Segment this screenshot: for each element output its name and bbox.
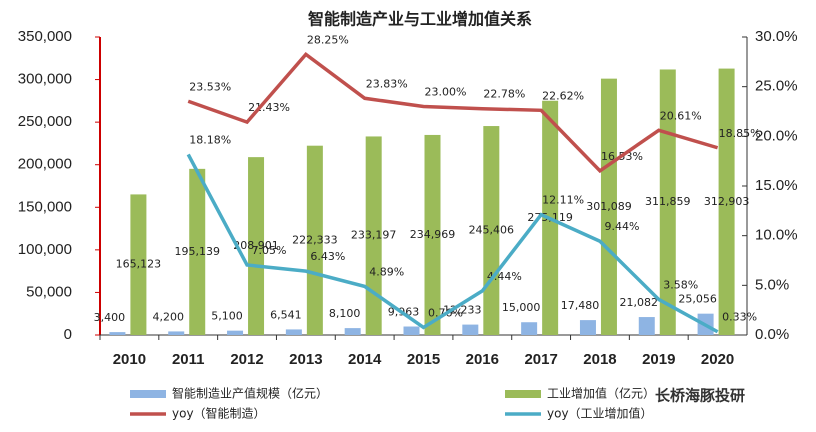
x-tick-label: 2012 <box>230 351 263 368</box>
legend-label: yoy（智能制造） <box>172 406 266 421</box>
x-tick-label: 2019 <box>642 351 675 368</box>
data-label: 311,859 <box>645 195 691 208</box>
bar <box>365 136 382 335</box>
bar <box>248 157 265 335</box>
data-label: 22.62% <box>542 89 584 102</box>
line <box>187 52 719 174</box>
data-label: 15,000 <box>502 301 541 314</box>
y-tick-label: 0 <box>64 326 72 343</box>
y2-tick-label: 5.0% <box>755 276 789 293</box>
legend-swatch <box>130 390 166 398</box>
y2-tick-label: 20.0% <box>755 127 798 144</box>
x-tick-label: 2011 <box>172 351 205 368</box>
y2-tick-label: 10.0% <box>755 227 798 244</box>
bar <box>227 330 244 335</box>
data-label: 7.05% <box>252 244 287 257</box>
legend-swatch <box>505 390 541 398</box>
data-label: 234,969 <box>410 228 456 241</box>
data-label: 12,233 <box>443 304 482 317</box>
line <box>186 153 719 334</box>
data-label: 17,480 <box>561 299 600 312</box>
y-tick-label: 350,000 <box>18 28 72 45</box>
data-label: 208,901 <box>233 239 279 252</box>
data-label: 12.11% <box>542 194 584 207</box>
x-tick-label: 2016 <box>466 351 499 368</box>
data-label: 8,100 <box>329 307 361 320</box>
y-tick-label: 200,000 <box>18 156 72 173</box>
x-tick-label: 2013 <box>289 351 322 368</box>
bar <box>579 320 596 335</box>
data-label: 233,197 <box>351 229 397 242</box>
y-tick-label: 250,000 <box>18 113 72 130</box>
x-tick-label: 2010 <box>113 351 146 368</box>
data-label: 4,200 <box>152 310 184 323</box>
y2-tick-label: 0.0% <box>755 326 789 343</box>
data-label: 23.53% <box>189 80 231 93</box>
bar <box>344 328 361 335</box>
data-label: 222,333 <box>292 233 338 246</box>
bar <box>109 332 126 335</box>
data-label: 21,082 <box>620 296 659 309</box>
bar <box>285 329 302 335</box>
x-tick-label: 2014 <box>348 351 382 368</box>
bar <box>521 322 538 335</box>
y-tick-label: 100,000 <box>18 241 72 258</box>
y2-tick-label: 30.0% <box>755 28 798 45</box>
legend-label: yoy（工业增加值） <box>547 406 653 421</box>
bar <box>462 324 479 335</box>
bar <box>638 317 655 335</box>
data-label: 5,100 <box>211 310 243 323</box>
bar <box>718 68 735 335</box>
data-label: 9.44% <box>604 220 639 233</box>
data-label: 23.83% <box>366 77 408 90</box>
data-label: 25,056 <box>678 293 717 306</box>
y-tick-label: 150,000 <box>18 198 72 215</box>
data-label: 18.18% <box>189 133 231 146</box>
data-label: 312,903 <box>704 195 750 208</box>
bar <box>403 326 420 335</box>
data-label: 20.61% <box>660 109 702 122</box>
data-label: 6.43% <box>310 250 345 263</box>
y2-tick-label: 25.0% <box>755 78 798 95</box>
data-label: 301,089 <box>586 200 632 213</box>
bar <box>424 134 441 335</box>
data-label: 18.85% <box>719 127 761 140</box>
bar <box>189 168 206 335</box>
data-label: 165,123 <box>116 258 162 271</box>
chart-title: 智能制造产业与工业增加值关系 <box>308 10 532 29</box>
data-label: 4.89% <box>369 265 404 278</box>
legend-label: 工业增加值（亿元） <box>547 386 655 401</box>
data-label: 0.33% <box>722 311 757 324</box>
data-label: 22.78% <box>483 88 525 101</box>
bar <box>600 78 617 335</box>
bar <box>168 331 185 335</box>
legend-label: 智能制造业产值规模（亿元） <box>172 386 328 401</box>
watermark: 长桥海豚投研 <box>655 387 745 405</box>
x-tick-label: 2015 <box>407 351 440 368</box>
data-label: 23.00% <box>425 86 467 99</box>
x-tick-label: 2017 <box>524 351 557 368</box>
bar <box>306 145 323 335</box>
data-label: 3,400 <box>94 311 126 324</box>
data-label: 3.58% <box>663 278 698 291</box>
x-tick-label: 2018 <box>583 351 616 368</box>
data-label: 195,139 <box>174 245 220 258</box>
data-label: 6,541 <box>270 308 302 321</box>
bar <box>130 194 147 335</box>
x-tick-label: 2020 <box>701 351 734 368</box>
data-label: 28.25% <box>307 33 349 46</box>
y-tick-label: 50,000 <box>26 283 72 300</box>
y2-tick-label: 15.0% <box>755 177 798 194</box>
y-tick-label: 300,000 <box>18 71 72 88</box>
data-label: 245,406 <box>469 224 515 237</box>
